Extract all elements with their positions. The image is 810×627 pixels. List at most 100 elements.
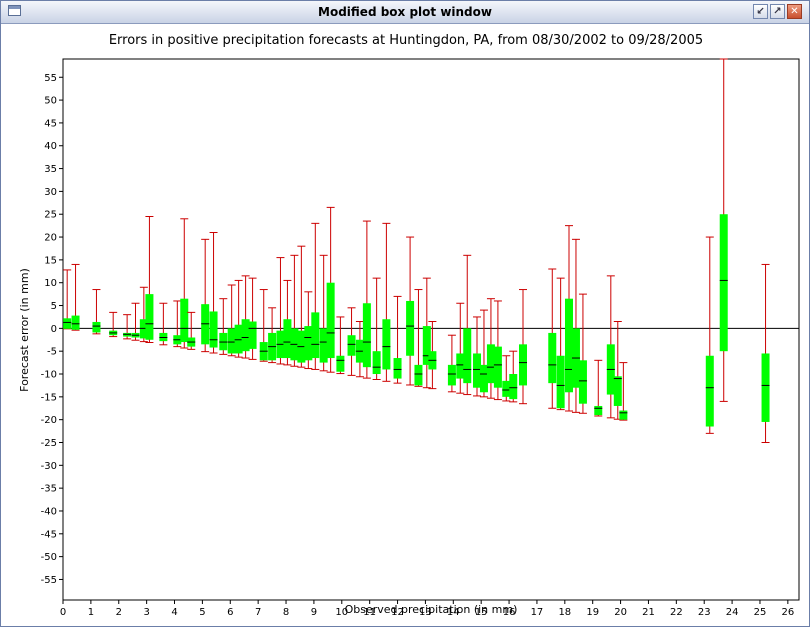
x-tick-label: 17 bbox=[531, 607, 544, 618]
box-plot-item bbox=[92, 289, 101, 335]
x-axis: 0 1 2 3 4 5 6 7 8 9 10 11 12 13 14 15 16 17 18 19 20 21 22 23 24… bbox=[60, 600, 794, 618]
y-tick-label: -5 bbox=[47, 347, 57, 358]
window-title-bar[interactable]: Modified box plot window ↙ ↗ ✕ bbox=[1, 1, 809, 24]
box-iqr bbox=[319, 328, 328, 363]
x-tick-label: 7 bbox=[255, 607, 261, 618]
y-tick-label: -20 bbox=[41, 415, 57, 426]
box-plot-item bbox=[201, 238, 210, 353]
x-tick-label: 14 bbox=[447, 607, 460, 618]
x-tick-label: 11 bbox=[363, 607, 376, 618]
box-iqr bbox=[486, 344, 495, 384]
box-plot-item bbox=[428, 321, 437, 390]
box-iqr bbox=[71, 315, 80, 330]
x-tick-label: 6 bbox=[227, 607, 233, 618]
box-iqr bbox=[619, 410, 628, 420]
box-plot-item bbox=[336, 316, 345, 375]
box-iqr bbox=[519, 344, 527, 386]
box-iqr bbox=[414, 364, 423, 386]
plot-area-frame bbox=[62, 58, 800, 601]
y-tick-label: 45 bbox=[44, 118, 57, 129]
box-plot-item bbox=[362, 220, 371, 379]
box-plot-item bbox=[209, 231, 218, 354]
plot-marks bbox=[63, 58, 799, 443]
box-plot-item bbox=[519, 289, 527, 405]
box-plot-item bbox=[594, 359, 603, 417]
close-window-button[interactable]: ✕ bbox=[787, 4, 802, 19]
box-iqr bbox=[283, 319, 292, 359]
box-plot-item bbox=[326, 206, 335, 373]
box-iqr bbox=[613, 376, 622, 406]
box-iqr bbox=[362, 303, 371, 368]
box-iqr bbox=[209, 311, 218, 348]
box-plot-item bbox=[347, 307, 356, 376]
box-iqr bbox=[761, 353, 770, 422]
box-iqr bbox=[594, 405, 603, 416]
y-tick-label: 5 bbox=[51, 301, 57, 312]
x-tick-label: 26 bbox=[781, 607, 794, 618]
box-plot-item bbox=[414, 289, 423, 387]
box-plot-item bbox=[290, 254, 299, 367]
box-iqr bbox=[241, 319, 250, 352]
box-plot-item bbox=[283, 279, 292, 366]
box-plot-item bbox=[493, 300, 502, 401]
y-axis: 5550454035302520151050-5-10-15-20-25-30-… bbox=[41, 73, 63, 586]
box-plot-item bbox=[109, 311, 118, 338]
box-plot-item bbox=[509, 350, 518, 403]
box-iqr bbox=[304, 326, 313, 361]
y-tick-label: -40 bbox=[41, 506, 57, 517]
box-plot-item bbox=[473, 316, 481, 397]
box-plot-item bbox=[565, 225, 573, 412]
box-plot-item bbox=[311, 222, 320, 370]
box-plot-item bbox=[187, 311, 196, 350]
box-plot-chart: Errors in positive precipitation forecas… bbox=[18, 33, 800, 618]
x-axis-label: Observed precipitation (in mm) bbox=[345, 603, 518, 616]
box-iqr bbox=[372, 351, 381, 375]
y-tick-label: -30 bbox=[41, 461, 57, 472]
maximize-window-button[interactable]: ↗ bbox=[770, 4, 785, 19]
box-plot-item bbox=[578, 293, 587, 414]
box-iqr bbox=[92, 321, 101, 333]
box-iqr bbox=[234, 324, 243, 354]
box-plot-item bbox=[63, 269, 72, 330]
x-tick-label: 4 bbox=[171, 607, 177, 618]
box-plot-item bbox=[613, 321, 622, 420]
iconify-window-button[interactable]: ↙ bbox=[753, 4, 768, 19]
box-iqr bbox=[447, 364, 456, 386]
box-iqr bbox=[422, 326, 431, 365]
box-iqr bbox=[326, 282, 335, 359]
window-app-icon bbox=[8, 5, 21, 16]
x-tick-label: 5 bbox=[199, 607, 205, 618]
y-tick-label: 15 bbox=[44, 255, 57, 266]
box-plot-item bbox=[705, 236, 714, 434]
y-tick-label: 30 bbox=[44, 187, 57, 198]
box-plot-item bbox=[131, 302, 140, 341]
box-iqr bbox=[479, 364, 488, 393]
y-tick-label: -25 bbox=[41, 438, 57, 449]
y-tick-label: -45 bbox=[41, 529, 57, 540]
y-tick-label: -55 bbox=[41, 575, 57, 586]
y-tick-label: 35 bbox=[44, 164, 57, 175]
box-iqr bbox=[509, 374, 518, 400]
box-iqr bbox=[180, 298, 189, 343]
x-tick-label: 8 bbox=[283, 607, 289, 618]
box-iqr bbox=[578, 360, 587, 404]
x-tick-label: 10 bbox=[335, 607, 348, 618]
box-plot-item bbox=[456, 302, 465, 394]
box-plot-item bbox=[234, 279, 243, 358]
box-iqr bbox=[463, 328, 472, 384]
box-iqr bbox=[311, 312, 320, 359]
box-plot-item bbox=[571, 238, 580, 413]
x-tick-label: 15 bbox=[475, 607, 488, 618]
box-plot-item bbox=[304, 291, 313, 370]
box-iqr bbox=[556, 355, 565, 409]
y-tick-label: 40 bbox=[44, 141, 57, 152]
box-iqr bbox=[548, 332, 557, 384]
box-iqr bbox=[719, 214, 728, 352]
box-iqr bbox=[705, 355, 714, 427]
box-plot-item bbox=[406, 236, 415, 386]
box-plot-item bbox=[556, 277, 565, 411]
box-plot-item bbox=[463, 254, 472, 396]
box-plot-item bbox=[241, 275, 250, 359]
y-tick-label: -50 bbox=[41, 552, 57, 563]
